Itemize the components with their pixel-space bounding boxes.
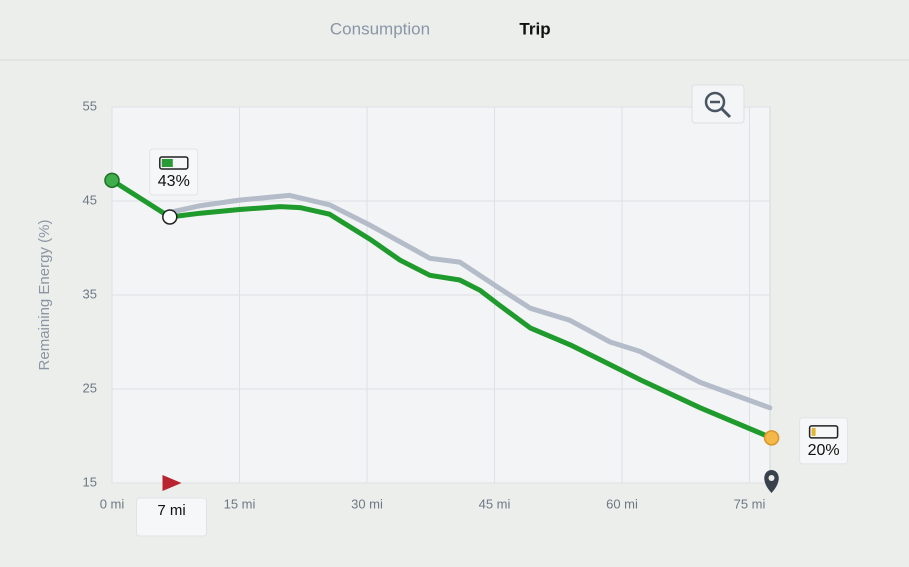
tab-consumption[interactable]: Consumption xyxy=(330,19,430,38)
x-tick-label: 60 mi xyxy=(606,496,638,511)
distance-marker xyxy=(162,475,182,491)
start-point xyxy=(104,172,120,189)
y-tick-label: 25 xyxy=(83,380,97,395)
zoom-button[interactable] xyxy=(691,84,745,124)
y-tick-label: 15 xyxy=(83,474,97,489)
y-tick-label: 35 xyxy=(83,286,97,301)
x-tick-label: 30 mi xyxy=(351,496,383,511)
x-tick-label: 0 mi xyxy=(100,496,125,511)
marker-label-box xyxy=(136,497,207,537)
battery-level xyxy=(161,158,173,167)
y-tick-label: 45 xyxy=(83,192,97,207)
battery-icon xyxy=(159,156,189,170)
battery-label: 43% xyxy=(158,173,190,190)
y-axis-label: Remaining Energy (%) xyxy=(36,220,53,371)
end-point xyxy=(763,430,780,446)
series-line xyxy=(109,177,775,441)
destination-pin xyxy=(764,470,779,493)
x-tick-label: 75 mi xyxy=(734,496,766,511)
series-line xyxy=(167,192,773,411)
x-tick-label: 45 mi xyxy=(479,496,511,511)
battery-label: 20% xyxy=(808,442,840,459)
x-tick-label: 15 mi xyxy=(224,496,256,511)
marker-label: 7 mi xyxy=(157,502,185,519)
current-point xyxy=(162,209,178,225)
y-tick-label: 55 xyxy=(83,98,97,113)
battery-level xyxy=(811,427,816,436)
tab-trip[interactable]: Trip xyxy=(519,19,550,38)
battery-icon xyxy=(808,425,839,439)
destination-pin-dot xyxy=(768,475,775,481)
chart-layer: 15 25 35 45 55 0 mi 15 mi 30 mi 45 mi 60 mi 75 mi 4… xyxy=(83,98,849,537)
